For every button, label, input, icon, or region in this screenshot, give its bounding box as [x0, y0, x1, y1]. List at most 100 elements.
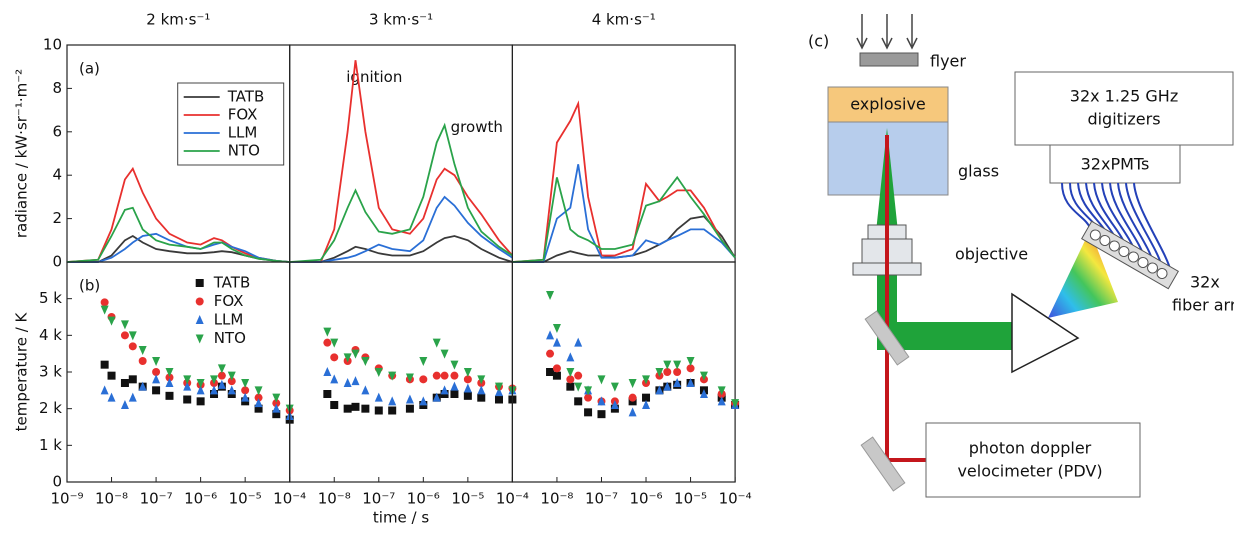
marker: [210, 385, 219, 395]
marker: [361, 357, 370, 366]
digitizer-box: [1014, 71, 1234, 146]
series-line: [66, 166, 290, 263]
series-line: [289, 195, 513, 263]
marker: [405, 394, 414, 404]
x-tick-label: 10⁻⁵: [229, 490, 262, 508]
y-tick-label: 4 k: [39, 326, 62, 344]
y-axis-label: radiance / kW·sr⁻¹·m⁻²: [13, 69, 31, 238]
marker: [272, 410, 281, 419]
x-tick-label: 10⁻⁶: [184, 490, 217, 508]
marker: [343, 353, 352, 363]
marker: [699, 389, 708, 398]
y-tick-label: 0: [52, 473, 62, 491]
pdv-box: [925, 422, 1141, 498]
legend-label: FOX: [214, 292, 244, 310]
column-title: 4 km·s⁻¹: [592, 11, 656, 29]
marker: [663, 360, 672, 370]
x-tick-label: 10⁻⁵: [674, 490, 707, 508]
marker: [272, 403, 281, 413]
marker: [610, 382, 619, 392]
legend-swatch: [195, 297, 204, 306]
marker: [628, 393, 637, 402]
marker: [477, 393, 486, 402]
marker: [128, 392, 137, 402]
marker: [597, 410, 606, 419]
marker: [100, 305, 109, 315]
marker: [374, 406, 383, 415]
marker: [374, 368, 383, 377]
marker: [128, 331, 137, 341]
mirror: [864, 310, 910, 366]
marker: [100, 360, 109, 369]
marker: [463, 391, 472, 400]
marker: [405, 404, 414, 413]
fiber-array: [1081, 220, 1179, 290]
marker: [432, 338, 441, 348]
marker: [388, 396, 397, 406]
plot-frame: [511, 261, 736, 483]
marker: [107, 392, 116, 402]
marker: [388, 406, 397, 415]
marker: [574, 371, 583, 380]
marker: [165, 368, 174, 377]
marker: [566, 368, 575, 377]
x-tick-label: 10⁻⁸: [318, 490, 351, 508]
marker: [323, 367, 332, 376]
pdv-label: photon doppler: [969, 439, 1092, 458]
flyer-label: flyer: [930, 52, 966, 71]
marker: [642, 375, 651, 385]
series-line: [289, 122, 513, 263]
marker: [241, 379, 250, 388]
marker: [663, 368, 672, 376]
marker: [552, 364, 561, 373]
legend-swatch: [195, 315, 204, 324]
marker: [440, 385, 449, 395]
marker: [463, 383, 472, 393]
marker: [138, 381, 147, 391]
marker: [183, 375, 192, 385]
marker: [699, 371, 708, 381]
y-tick-label: 5 k: [39, 289, 62, 307]
marker: [566, 382, 575, 391]
y-tick-label: 1 k: [39, 436, 62, 454]
marker: [546, 368, 555, 376]
marker: [642, 400, 651, 409]
marker: [477, 375, 486, 385]
x-tick-label: 10⁻⁷: [585, 490, 618, 508]
marker: [165, 391, 174, 400]
marker: [196, 397, 205, 406]
marker: [128, 342, 137, 351]
marker: [120, 331, 129, 340]
marker: [686, 378, 695, 387]
marker: [642, 393, 651, 402]
spectrum: [1048, 230, 1118, 318]
marker: [330, 374, 339, 384]
x-tick-label: 10⁻⁸: [95, 490, 128, 508]
x-tick-label: 10⁻⁷: [362, 490, 395, 508]
marker: [574, 397, 583, 406]
marker: [323, 390, 332, 398]
annotation: ignition: [346, 68, 402, 86]
marker: [597, 396, 606, 406]
marker: [196, 379, 205, 388]
marker: [165, 373, 174, 382]
y-tick-label: 2 k: [39, 399, 62, 417]
marker: [351, 376, 360, 386]
marker: [494, 382, 503, 392]
marker: [717, 386, 726, 396]
marker: [152, 368, 161, 376]
marker: [330, 353, 339, 362]
x-tick-label: 10⁻⁶: [630, 490, 663, 508]
setup-diagram: (c) flyer explosive glass objective phot…: [808, 14, 1234, 498]
marker: [183, 395, 192, 404]
marker: [419, 396, 428, 406]
marker: [450, 381, 459, 391]
y-tick-label: 0: [52, 253, 62, 271]
pmt-box: [1049, 144, 1181, 184]
marker: [546, 330, 555, 340]
marker: [574, 337, 583, 347]
marker: [432, 392, 441, 402]
marker: [584, 386, 593, 396]
series-line: [512, 175, 736, 263]
